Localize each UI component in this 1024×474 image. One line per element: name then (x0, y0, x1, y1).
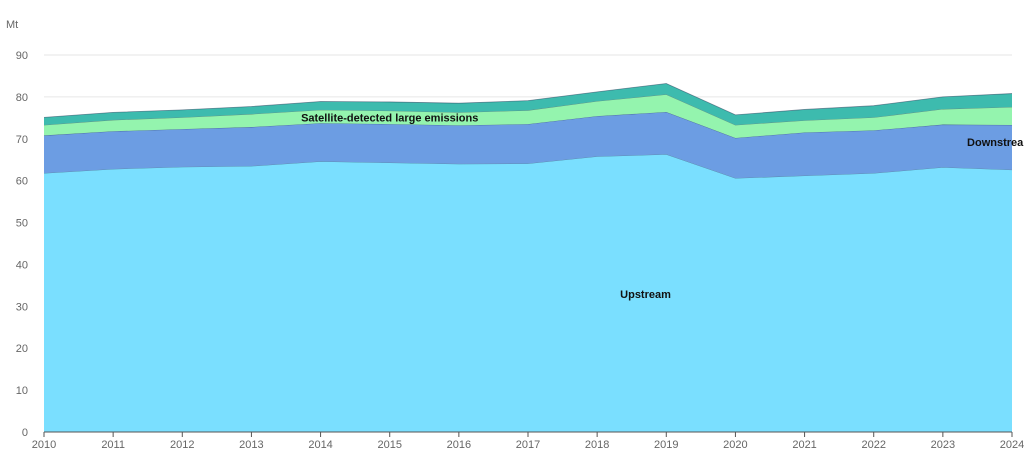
y-tick-label-20: 20 (16, 343, 28, 355)
area-series (43, 83, 1013, 432)
x-tick-label-2013: 2013 (239, 439, 263, 451)
x-tick-label-2015: 2015 (377, 439, 401, 451)
y-tick-label-10: 10 (16, 385, 28, 397)
x-tick-label-2010: 2010 (32, 439, 56, 451)
x-tick-label-2023: 2023 (931, 439, 955, 451)
area-series-3 (44, 83, 1012, 125)
x-tick-label-2018: 2018 (585, 439, 609, 451)
y-tick-label-80: 80 (16, 92, 28, 104)
x-tick-label-2012: 2012 (170, 439, 194, 451)
x-tick-label-2016: 2016 (447, 439, 471, 451)
y-tick-label-60: 60 (16, 176, 28, 188)
y-tick-label-40: 40 (16, 259, 28, 271)
x-tick-label-2011: 2011 (101, 439, 125, 451)
series-label-2: Satellite-detected large emissions (301, 112, 478, 124)
x-tick-label-2022: 2022 (861, 439, 885, 451)
x-tick-label-2019: 2019 (654, 439, 678, 451)
axes: 0 10 20 30 40 50 60 70 80 90 2010 2011 2012 2013 2014 2… (16, 50, 1024, 451)
x-tick-label-2021: 2021 (792, 439, 816, 451)
x-tick-label-2014: 2014 (308, 439, 332, 451)
series-labels: Upstream Downstream Satellite-detected lar… (301, 112, 1024, 300)
y-tick-label-70: 70 (16, 134, 28, 146)
series-boundary-3 (43, 83, 1013, 118)
area-series-2 (44, 94, 1012, 138)
x-tick-label-2020: 2020 (723, 439, 747, 451)
x-tick-label-2024: 2024 (1000, 439, 1024, 451)
series-label-1: Downstream (967, 137, 1024, 149)
y-unit-label: Mt (6, 19, 18, 31)
y-tick-label-90: 90 (16, 50, 28, 62)
y-tick-label-30: 30 (16, 301, 28, 313)
area-series-1 (44, 111, 1012, 179)
y-tick-label-0: 0 (22, 427, 28, 439)
area-series-0 (44, 154, 1012, 432)
x-tick-label-2017: 2017 (516, 439, 540, 451)
y-tick-label-50: 50 (16, 218, 28, 230)
series-label-0: Upstream (620, 289, 671, 301)
